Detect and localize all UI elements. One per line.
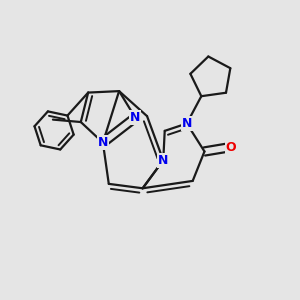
Text: N: N bbox=[182, 117, 192, 130]
Text: N: N bbox=[98, 136, 108, 149]
Text: N: N bbox=[130, 111, 140, 124]
Text: N: N bbox=[158, 154, 168, 167]
Text: O: O bbox=[226, 141, 236, 154]
